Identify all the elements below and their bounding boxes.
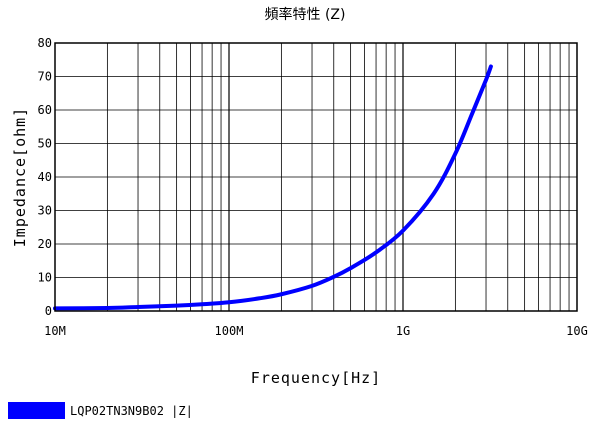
y-tick-label: 0 [45,304,52,318]
y-tick-label: 30 [38,204,52,218]
y-tick-label: 70 [38,70,52,84]
chart-title: 頻率特性 (Z) [265,6,346,23]
impedance-curve [53,64,493,311]
gridlines [55,43,577,311]
x-tick-label: 10M [44,324,66,338]
y-tick-label: 80 [38,36,52,50]
y-tick-label: 10 [38,271,52,285]
legend-label: LQP02TN3N9B02 |Z| [70,404,193,418]
x-tick-label: 1G [396,324,410,338]
x-axis-label: Frequency[Hz] [251,369,381,387]
y-axis-label: Impedance[ohm] [11,107,29,247]
x-tick-label: 10G [566,324,588,338]
x-tick-label: 100M [215,324,244,338]
y-tick-label: 50 [38,137,52,151]
legend-swatch [8,402,65,419]
y-tick-label: 60 [38,103,52,117]
y-tick-label: 20 [38,237,52,251]
tick-labels: 10M 100M 1G 10G 0 10 20 30 40 50 60 70 80 [38,36,588,338]
y-tick-label: 40 [38,170,52,184]
plot-frame [54,42,578,312]
